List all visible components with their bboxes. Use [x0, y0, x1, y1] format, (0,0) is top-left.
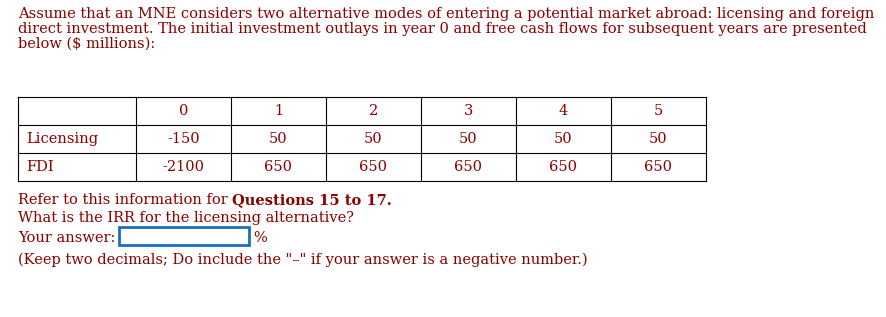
Text: Assume that an MNE considers two alternative modes of entering a potential marke: Assume that an MNE considers two alterna…	[18, 7, 874, 21]
Text: 0: 0	[179, 104, 188, 118]
Text: 50: 50	[459, 132, 478, 146]
Text: Refer to this information for: Refer to this information for	[18, 193, 232, 207]
Text: 50: 50	[269, 132, 288, 146]
Text: FDI: FDI	[26, 160, 54, 174]
Text: 2: 2	[369, 104, 378, 118]
Text: 650: 650	[360, 160, 387, 174]
Text: 1: 1	[274, 104, 283, 118]
Text: -150: -150	[167, 132, 200, 146]
Text: 50: 50	[364, 132, 383, 146]
Text: Questions 15 to 17.: Questions 15 to 17.	[232, 193, 392, 207]
Text: 650: 650	[265, 160, 292, 174]
Text: 50: 50	[554, 132, 573, 146]
Text: 650: 650	[455, 160, 483, 174]
Text: %: %	[253, 231, 267, 245]
Text: 4: 4	[559, 104, 568, 118]
Text: 5: 5	[654, 104, 663, 118]
Text: -2100: -2100	[162, 160, 205, 174]
Text: below ($ millions):: below ($ millions):	[18, 37, 155, 51]
Text: 650: 650	[644, 160, 672, 174]
Text: 50: 50	[649, 132, 668, 146]
Text: Your answer:: Your answer:	[18, 231, 115, 245]
Text: Licensing: Licensing	[26, 132, 98, 146]
Text: (Keep two decimals; Do include the "–" if your answer is a negative number.): (Keep two decimals; Do include the "–" i…	[18, 253, 587, 268]
Text: direct investment. The initial investment outlays in year 0 and free cash flows : direct investment. The initial investmen…	[18, 22, 867, 36]
Text: What is the IRR for the licensing alternative?: What is the IRR for the licensing altern…	[18, 211, 354, 225]
Text: 650: 650	[549, 160, 578, 174]
Bar	[120, 227, 249, 245]
Text: 3: 3	[463, 104, 473, 118]
